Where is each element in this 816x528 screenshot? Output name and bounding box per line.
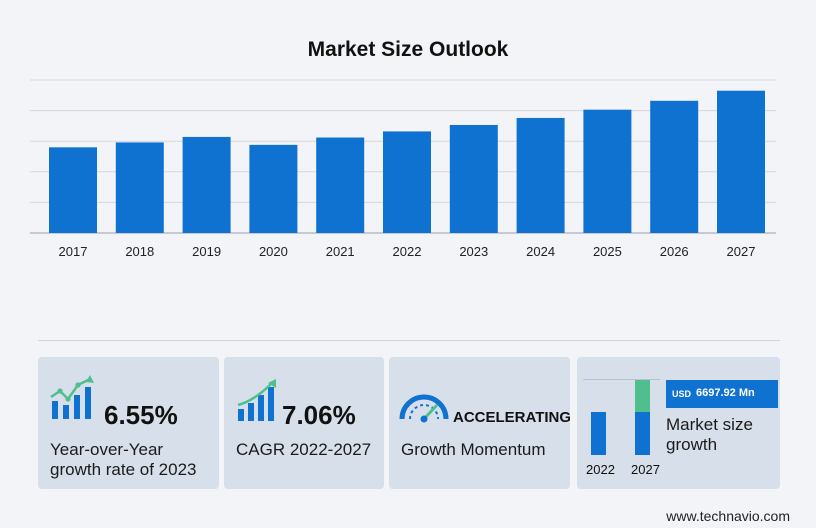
yoy-label-line2: growth rate of 2023 [50,460,197,479]
bar-2020 [249,144,298,233]
x-tick-label: 2020 [259,244,288,259]
yoy-value: 6.55% [104,400,178,430]
bar-2023 [449,124,498,233]
bar-2019 [182,136,231,233]
x-tick-label: 2021 [326,244,355,259]
chart-title: Market Size Outlook [307,38,509,61]
x-tick-label: 2025 [593,244,622,259]
bar-2021 [316,137,365,233]
bar-2027-base [635,412,650,455]
year-start-label: 2022 [586,462,615,477]
x-tick-label: 2027 [727,244,756,259]
currency-label: USD [672,389,692,399]
x-tick-label: 2017 [59,244,88,259]
bar-2024 [516,117,565,233]
x-tick-label: 2019 [192,244,221,259]
year-end-label: 2027 [631,462,660,477]
footer-website: www.technavio.com [666,508,790,524]
market-size-badge: USD 6697.92 Mn [666,380,778,408]
bar-2027-increment [635,380,650,412]
x-tick-label: 2026 [660,244,689,259]
bar-2018 [115,142,164,233]
bar-2027 [717,90,765,234]
momentum-card: ACCELERATING Growth Momentum [389,357,570,489]
market-size-line2: growth [666,435,718,454]
speedometer-icon [399,394,449,423]
x-tick-label: 2022 [393,244,422,259]
bar-2025 [583,109,632,233]
x-tick-label: 2018 [125,244,154,259]
x-tick-label: 2023 [459,244,488,259]
bar-2022 [383,131,431,233]
yoy-label-line1: Year-over-Year [50,440,164,459]
momentum-label: Growth Momentum [401,440,546,459]
x-tick-label: 2024 [526,244,555,259]
bar-2022 [591,412,606,455]
baseline-guide [583,379,660,380]
section-divider [38,340,780,341]
growth-bars-icon [50,375,94,419]
cagr-card: 7.06% CAGR 2022-2027 [224,357,384,489]
cagr-label: CAGR 2022-2027 [236,440,372,459]
bar-2026 [650,100,699,233]
market-size-card: 2022 2027 USD 6697.92 Mn Market size gro… [577,357,780,489]
yoy-card: 6.55% Year-over-Year growth rate of 2023 [38,357,219,489]
market-size-value: 6697.92 Mn [696,387,755,399]
bar-2017 [49,147,97,233]
cagr-value: 7.06% [282,400,356,430]
momentum-status: ACCELERATING [453,409,570,426]
market-size-line1: Market size [666,415,753,434]
rising-chart-icon [237,379,276,421]
bar-chart: 2017 2018 2019 2020 2021 2022 2023 2024 2025 2026… [30,79,776,259]
